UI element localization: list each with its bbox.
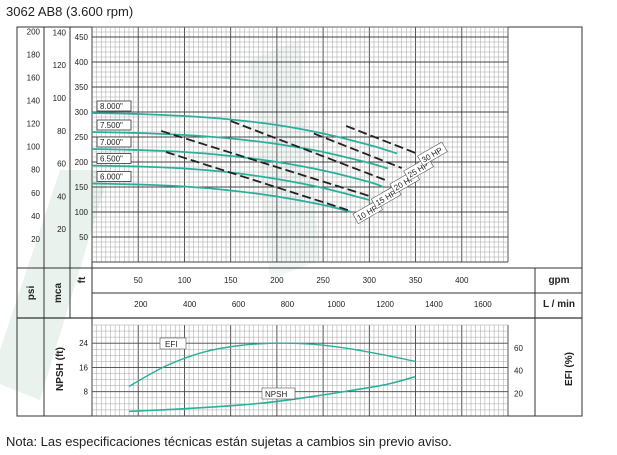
mca-tick-label: 120 <box>53 61 67 70</box>
efi-axis-title: EFI (%) <box>564 352 575 386</box>
psi-tick-label: 140 <box>27 97 41 106</box>
chart-labels: 50 100 150 200 250 300 350 400 450 20 40 60 80 100 120… <box>26 27 575 400</box>
ft-tick-label: 250 <box>75 133 89 142</box>
efi-series-label: EFI <box>165 340 177 349</box>
psi-tick-label: 120 <box>27 120 41 129</box>
efi-tick-label: 20 <box>514 389 523 398</box>
ft-tick-label: 300 <box>75 108 89 117</box>
ft-tick-label: 100 <box>75 208 89 217</box>
power-lines <box>161 120 416 212</box>
gpm-tick-label: 350 <box>409 276 423 285</box>
npsh-label-box <box>261 387 296 400</box>
npsh-axis-title: NPSH (ft) <box>55 347 66 391</box>
mca-tick-label: 140 <box>53 28 67 37</box>
psi-tick-label: 60 <box>31 189 40 198</box>
lmin-tick-label: 1600 <box>474 300 492 309</box>
npsh-curve <box>128 375 416 413</box>
gpm-tick-label: 50 <box>134 276 143 285</box>
mca-axis-title: mca <box>53 283 64 303</box>
diameter-label-box <box>96 153 132 164</box>
diameter-label-box <box>96 100 132 112</box>
lmin-axis-title: L / min <box>543 299 575 310</box>
lmin-tick-label: 800 <box>281 300 295 309</box>
diameter-label: 7.500" <box>100 121 123 130</box>
mca-tick-label: 100 <box>53 94 67 103</box>
ft-tick-label: 450 <box>75 33 89 42</box>
gpm-tick-label: 250 <box>316 276 330 285</box>
npsh-tick-label: 8 <box>84 388 89 397</box>
gpm-tick-label: 200 <box>270 276 284 285</box>
impeller-curve <box>91 148 384 188</box>
footnote: Nota: Las especificaciones técnicas está… <box>6 434 452 449</box>
npsh-tick-label: 24 <box>79 339 88 348</box>
power-line <box>230 120 389 182</box>
diameter-label-box <box>96 171 132 182</box>
hp-label-box <box>417 141 448 167</box>
efficiency-curve <box>128 342 416 388</box>
npsh-tick-label: 16 <box>79 363 88 372</box>
psi-tick-label: 80 <box>31 166 40 175</box>
psi-axis-title: psi <box>26 286 37 301</box>
performance-grid <box>91 26 509 263</box>
power-line <box>313 132 403 169</box>
gpm-axis-title: gpm <box>548 275 569 286</box>
efi-label-box <box>159 337 187 350</box>
diameter-label: 8.000" <box>100 102 123 111</box>
psi-tick-label: 20 <box>31 235 40 244</box>
diameter-label: 7.000" <box>100 138 123 147</box>
ft-tick-label: 200 <box>75 158 89 167</box>
psi-tick-label: 200 <box>27 27 41 36</box>
impeller-curve <box>91 112 398 155</box>
diameter-label-box <box>96 119 132 131</box>
impeller-curve <box>91 182 352 213</box>
mca-tick-label: 40 <box>57 192 66 201</box>
psi-tick-label: 100 <box>27 143 41 152</box>
mca-tick-label: 80 <box>57 127 66 136</box>
npsh-series-label: NPSH <box>265 390 287 399</box>
diameter-label-box <box>96 136 132 148</box>
chart-title: 3062 AB8 (3.600 rpm) <box>6 4 133 19</box>
power-line <box>165 151 352 212</box>
efi-tick-label: 60 <box>514 344 523 353</box>
gpm-tick-label: 400 <box>455 276 469 285</box>
gpm-tick-label: 300 <box>363 276 377 285</box>
ft-tick-label: 150 <box>75 183 89 192</box>
mca-tick-label: 60 <box>57 160 66 169</box>
mca-tick-label: 20 <box>57 225 66 234</box>
diameter-label: 6.000" <box>100 173 123 182</box>
lmin-tick-label: 600 <box>232 300 246 309</box>
psi-tick-label: 180 <box>27 50 41 59</box>
ft-axis-title: ft <box>77 276 88 283</box>
watermark-shape <box>0 170 110 400</box>
npsh-grid <box>91 324 509 417</box>
psi-tick-label: 40 <box>31 212 40 221</box>
lmin-tick-label: 1000 <box>327 300 345 309</box>
psi-tick-label: 160 <box>27 73 41 82</box>
lmin-tick-label: 1400 <box>425 300 443 309</box>
ft-tick-label: 50 <box>79 233 88 242</box>
ft-tick-label: 350 <box>75 83 89 92</box>
impeller-curve <box>91 131 389 170</box>
lmin-tick-label: 1200 <box>376 300 394 309</box>
lmin-tick-label: 400 <box>183 300 197 309</box>
diameter-label: 6.500" <box>100 155 123 164</box>
gpm-tick-label: 100 <box>178 276 192 285</box>
gpm-tick-label: 150 <box>224 276 238 285</box>
lmin-tick-label: 200 <box>134 300 148 309</box>
power-line <box>161 130 370 197</box>
ft-tick-label: 400 <box>75 58 89 67</box>
efi-tick-label: 40 <box>514 367 523 376</box>
